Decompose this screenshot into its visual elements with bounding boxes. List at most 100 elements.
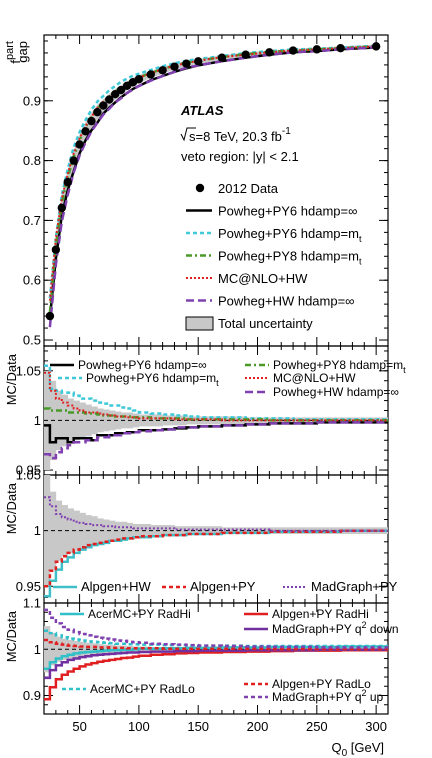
legend-label: Alpgen+PY [190, 579, 256, 594]
series-line-1 [44, 364, 388, 421]
data-point [288, 46, 298, 55]
legend-label: Alpgen+PY RadLo [272, 677, 371, 691]
uncertainty-band [162, 525, 175, 537]
uncertainty-band [67, 640, 74, 659]
data-point [99, 101, 108, 110]
mc-curve-2 [48, 45, 377, 313]
y-tick-label: 0.5 [23, 333, 41, 348]
legend-label: Powheg+PY6 hdamp=∞ [78, 358, 207, 372]
y-tick-label: 0.8 [23, 153, 41, 168]
series-line-4 [44, 421, 388, 460]
data-point [105, 95, 114, 104]
series-line-1 [44, 648, 388, 701]
uncertainty-band [73, 400, 80, 441]
legend-label: Powheg+PY6 hdamp=mt [86, 371, 219, 388]
uncertainty-band [103, 519, 110, 542]
y-tick-label: 0.95 [16, 463, 41, 478]
sqrt-sign [180, 127, 196, 142]
data-point [69, 156, 78, 165]
data-point [87, 116, 96, 126]
legend-label: MadGraph+PY [311, 579, 398, 594]
legend-label: MadGraph+PY q2 down [272, 620, 399, 636]
y-tick-label: 1 [34, 413, 41, 428]
legend-marker [195, 183, 205, 193]
x-axis: 50 100 150 200 250 300 Q0 [GeV] [72, 719, 387, 758]
data-point [371, 42, 381, 51]
y-tick-label: 1 [34, 523, 41, 538]
legend-label: Alpgen+PY RadHi [272, 607, 369, 621]
legend-label: AcerMC+PY RadLo [90, 682, 195, 696]
uncertainty-band [162, 415, 175, 426]
series-line-1 [44, 529, 388, 588]
x-tick-label: 300 [365, 719, 387, 734]
uncertainty-band [115, 521, 122, 540]
y-axis-label: MC/Data [4, 482, 19, 534]
legend-label: Total uncertainty [218, 316, 313, 331]
data-point [116, 85, 126, 95]
data-point [182, 59, 191, 68]
y-axis-label: MC/Data [4, 353, 19, 405]
y-tick-label: 0.9 [23, 93, 41, 108]
uncertainty-band [103, 409, 110, 432]
y-tick-label: 1.05 [16, 468, 41, 483]
legend-label: Powheg+PY8 hdamp=mt [218, 249, 362, 267]
data-point [194, 57, 203, 66]
data-point [63, 177, 72, 187]
y-axis-label: fpart [4, 41, 23, 64]
legend-label: MC@NLO+HW [218, 271, 308, 286]
energy-label: s=8 TeV, 20.3 fb-1 [189, 126, 291, 144]
main-plot-area [45, 42, 381, 333]
y-tick-label: 0.7 [23, 213, 41, 228]
uncertainty-band [109, 410, 116, 431]
uncertainty-band [198, 526, 223, 536]
mc-curve-1 [48, 44, 377, 299]
x-axis-label: Q0 [GeV] [331, 740, 384, 758]
data-point [336, 43, 345, 53]
region-label: veto region: |y| < 2.1 [181, 149, 299, 164]
y-tick-label: 1.05 [16, 363, 41, 378]
legend-label: MC@NLO+HW [273, 371, 356, 385]
data-point [158, 66, 167, 75]
y-tick-label: 1 [34, 642, 41, 657]
x-tick-label: 150 [187, 719, 209, 734]
main-panel: 0.5 0.6 0.7 0.8 0.9 fpart gap ATLAS s=8 TeV, 20.… [4, 34, 389, 348]
data-point [75, 140, 84, 149]
x-tick-label: 50 [72, 719, 86, 734]
uncertainty-band [103, 644, 110, 654]
series-line-2 [44, 648, 388, 680]
series-line-5 [44, 608, 388, 649]
uncertainty-band [115, 411, 122, 430]
data-point [110, 90, 120, 99]
uncertainty-band [67, 508, 74, 553]
series-line-4 [44, 638, 388, 651]
data-point [265, 48, 274, 57]
data-point [134, 75, 144, 84]
ratio2-plot-area [44, 475, 388, 598]
legend-label: Powheg+PY6 hdamp=mt [218, 226, 362, 244]
y-tick-label: 0.95 [16, 579, 41, 594]
mc-curve-4 [48, 46, 377, 328]
legend-label: 2012 Data [218, 181, 279, 196]
x-tick-label: 200 [247, 719, 269, 734]
legend-box [185, 316, 214, 331]
data-point [57, 203, 66, 213]
data-point [312, 45, 322, 54]
legend-label: AcerMC+PY RadHi [88, 607, 191, 621]
uncertainty-band [67, 398, 74, 443]
y-tick-label: 0.6 [23, 273, 41, 288]
y-axis-label: MC/Data [4, 610, 19, 662]
data-point [241, 50, 250, 59]
y-tick-label: 1.1 [23, 596, 41, 611]
legend-label: Powheg+PY8 hdamp=mt [273, 358, 406, 375]
legend-label: Alpgen+HW [81, 579, 151, 594]
uncertainty-band [61, 394, 69, 447]
uncertainty-band [61, 505, 69, 557]
data-point [51, 245, 61, 254]
uncertainty-band [73, 640, 80, 658]
series-line-2 [44, 496, 388, 532]
data-point [81, 127, 90, 136]
data-point [170, 62, 179, 71]
ratio3-panel: 0.9 1 1.1 MC/Data AcerMC+PY RadHi Alpgen+PY R… [4, 596, 399, 715]
